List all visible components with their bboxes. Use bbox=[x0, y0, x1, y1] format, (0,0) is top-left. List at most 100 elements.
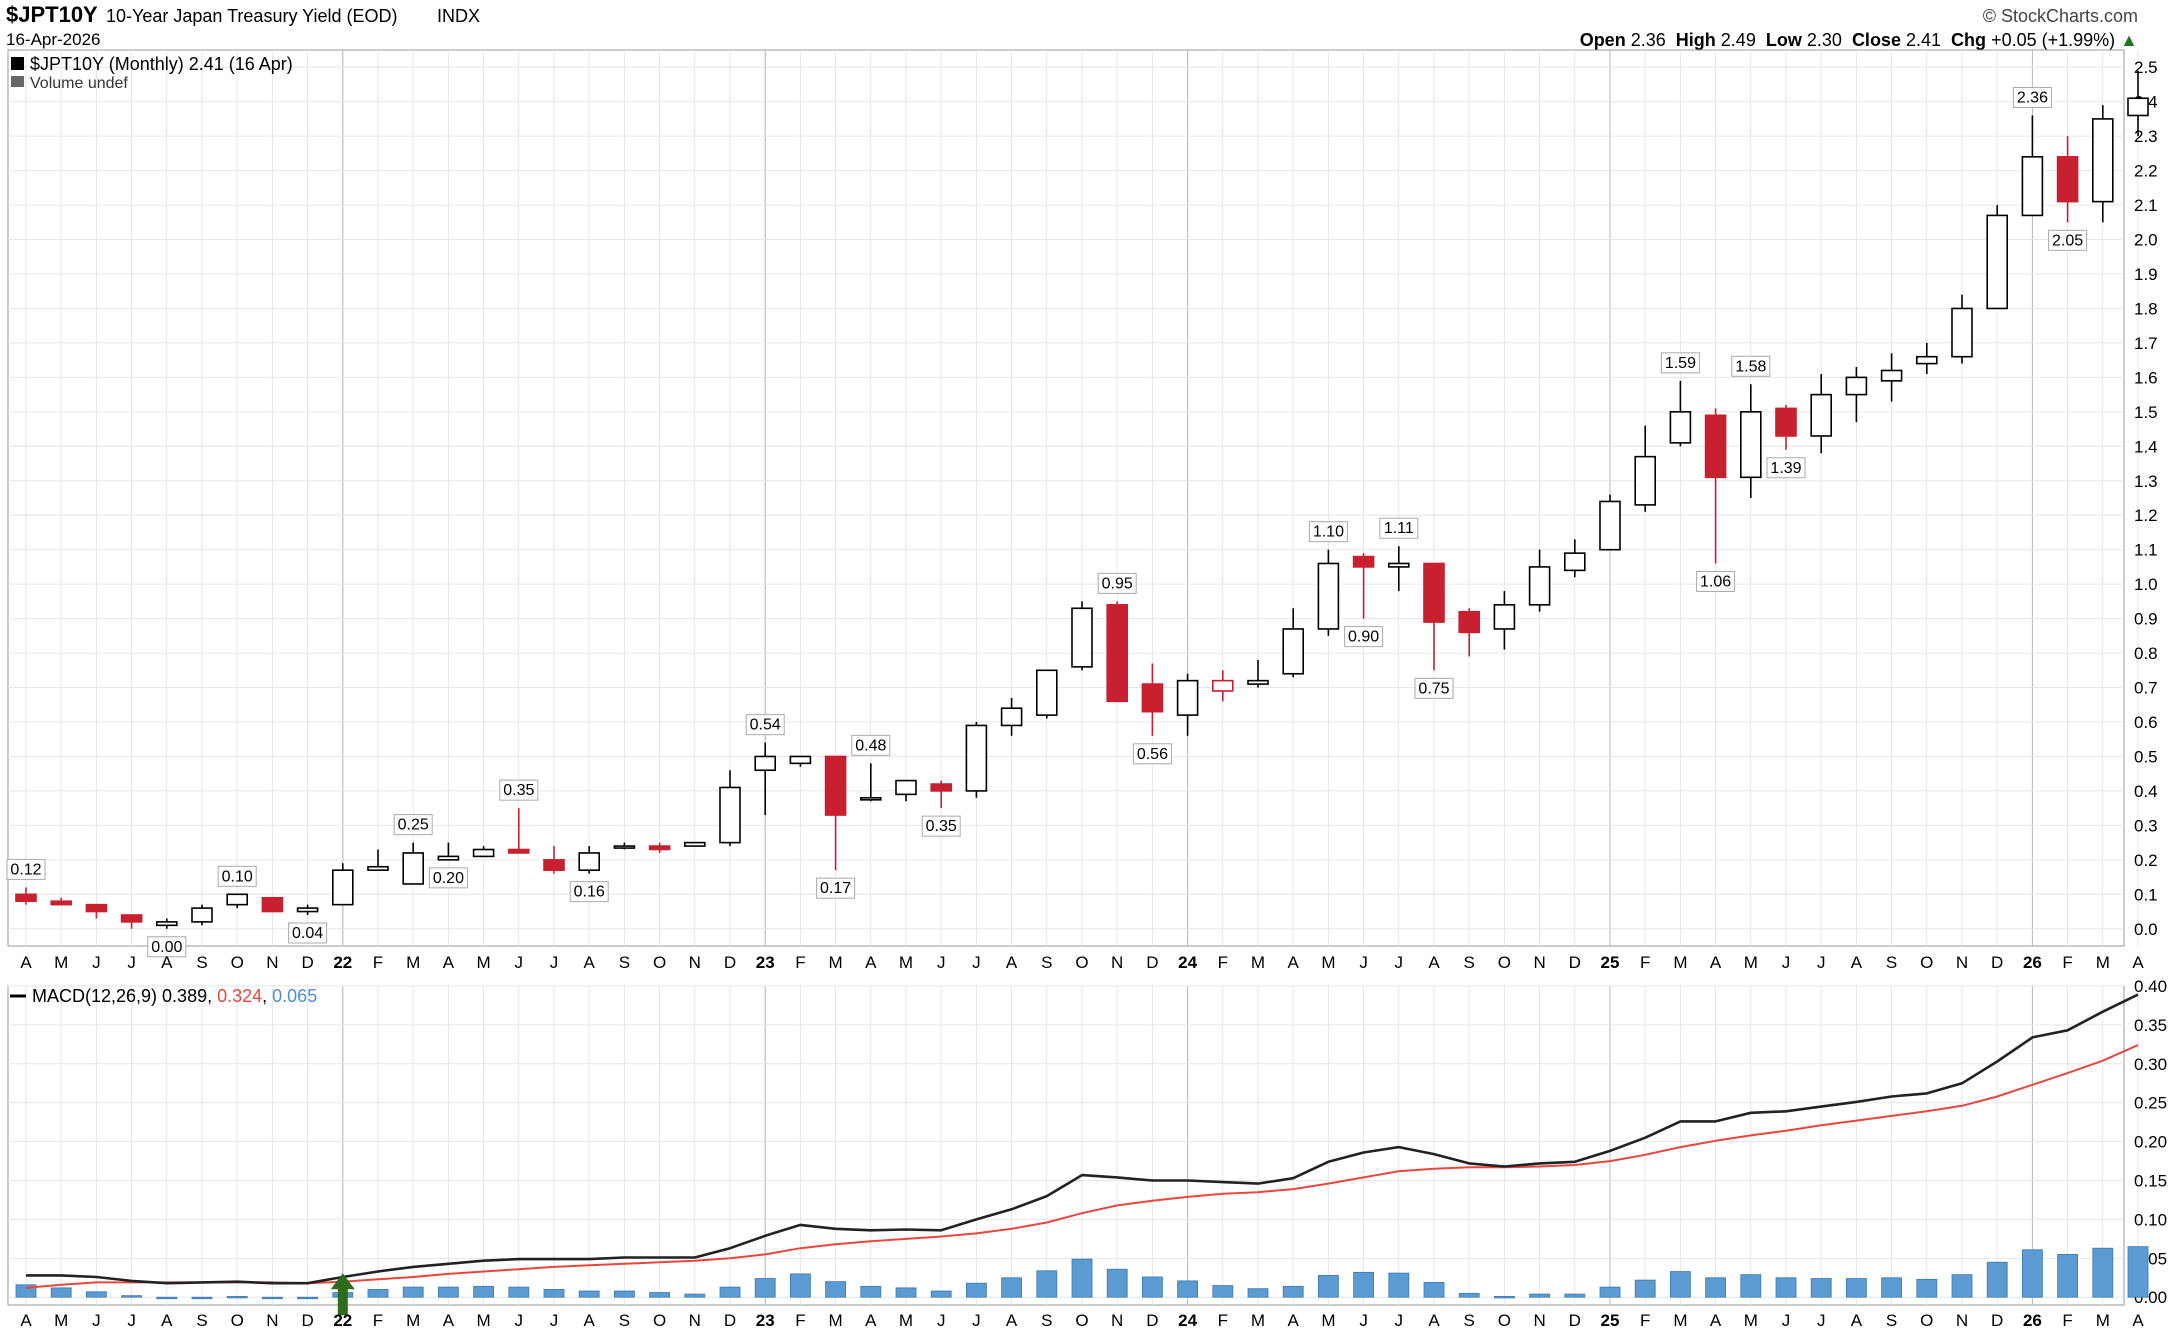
x-tick-label-bottom: A bbox=[1851, 1311, 1863, 1330]
x-tick-label: M bbox=[1744, 953, 1758, 972]
candle-body bbox=[1176, 679, 1199, 716]
x-tick-label: J bbox=[550, 953, 559, 972]
price-annotation-box bbox=[147, 936, 187, 958]
x-tick-label-bottom: O bbox=[653, 1311, 666, 1330]
candle-body bbox=[789, 755, 812, 765]
price-y-tick-label: 2.1 bbox=[2134, 196, 2158, 215]
macd-histogram-bar bbox=[1494, 1296, 1515, 1299]
macd-signal-line bbox=[25, 1044, 2139, 1289]
volume-legend: Volume undef bbox=[30, 75, 128, 92]
x-tick-label-bottom: M bbox=[2096, 1311, 2110, 1330]
macd-histogram-bar bbox=[367, 1289, 389, 1298]
chg-label: Chg bbox=[1951, 30, 1987, 50]
macd-histogram-bar bbox=[1247, 1288, 1269, 1298]
price-y-tick-label: 1.3 bbox=[2134, 472, 2158, 491]
price-annotation-box bbox=[393, 814, 433, 836]
x-tick-label: N bbox=[1956, 953, 1968, 972]
price-annotation-box bbox=[1414, 677, 1454, 699]
x-tick-label: A bbox=[1006, 953, 1018, 972]
candle-body bbox=[1880, 369, 1903, 382]
price-annotation-box bbox=[2012, 86, 2052, 108]
candle-icon bbox=[11, 57, 24, 70]
candle-body bbox=[2056, 156, 2079, 203]
price-y-tick-label: 2.0 bbox=[2134, 231, 2158, 250]
price-y-tick-label: 0.7 bbox=[2134, 679, 2158, 698]
candle-body bbox=[296, 907, 319, 913]
x-tick-label: F bbox=[1640, 953, 1650, 972]
macd-histogram-bar bbox=[1529, 1293, 1550, 1298]
x-tick-label-bottom: 22 bbox=[333, 1311, 352, 1330]
x-tick-label-bottom: 23 bbox=[756, 1311, 775, 1330]
price-plot-area bbox=[7, 49, 2125, 947]
x-tick-label: M bbox=[899, 953, 913, 972]
x-tick-label-bottom: J bbox=[1782, 1311, 1791, 1330]
price-annotation-box bbox=[851, 734, 891, 756]
candle-body bbox=[613, 845, 636, 849]
x-tick-label-bottom: S bbox=[1041, 1311, 1052, 1330]
price-annotation-box bbox=[2048, 229, 2088, 251]
x-tick-label-bottom: D bbox=[1991, 1311, 2003, 1330]
macd-histogram-bar bbox=[156, 1296, 178, 1300]
x-tick-label: J bbox=[127, 953, 136, 972]
x-tick-label: 22 bbox=[333, 953, 352, 972]
x-tick-label: S bbox=[196, 953, 207, 972]
candle-body bbox=[1212, 679, 1234, 692]
macd-histogram-bar bbox=[1564, 1293, 1586, 1298]
macd-histogram-bar bbox=[1810, 1278, 1832, 1298]
price-annotation-box bbox=[921, 815, 961, 837]
macd-histogram-bar bbox=[966, 1282, 987, 1298]
price-panel: 0.0 0.1 0.2 0.3 0.4 0.5 0.6 0.7 0.8 0.9 1.0 1.1 1.2 1… bbox=[6, 49, 2158, 958]
price-annotation-label: 1.06 bbox=[1700, 573, 1731, 590]
candle-body bbox=[1458, 610, 1480, 634]
macd-histogram-bar bbox=[719, 1286, 741, 1298]
x-tick-label: S bbox=[619, 953, 630, 972]
x-tick-label: D bbox=[1569, 953, 1581, 972]
macd-histogram-bar bbox=[261, 1296, 283, 1300]
price-annotation-label: 2.36 bbox=[2017, 89, 2048, 106]
x-tick-label: A bbox=[20, 953, 32, 972]
volume-icon bbox=[11, 76, 24, 87]
x-tick-label-bottom: A bbox=[865, 1311, 877, 1330]
x-tick-label: F bbox=[795, 953, 805, 972]
x-tick-label: A bbox=[584, 953, 596, 972]
macd-histogram-bar bbox=[1142, 1276, 1163, 1298]
candle-body bbox=[965, 724, 988, 792]
price-annotation-label: 0.17 bbox=[820, 880, 851, 897]
price-annotation-box bbox=[1097, 572, 1137, 594]
macd-histogram-bar bbox=[1916, 1278, 1938, 1298]
candle-body bbox=[191, 907, 213, 923]
price-y-tick-label: 0.5 bbox=[2134, 747, 2158, 766]
x-tick-label-bottom: A bbox=[2132, 1311, 2144, 1330]
x-tick-label-bottom: J bbox=[937, 1311, 946, 1330]
macd-histogram-bar bbox=[1353, 1271, 1374, 1298]
price-annotation-label: 0.95 bbox=[1102, 575, 1133, 592]
price-annotation-box bbox=[1132, 743, 1172, 765]
x-tick-label: S bbox=[1041, 953, 1052, 972]
x-tick-label: A bbox=[1288, 953, 1300, 972]
low-label: Low bbox=[1765, 30, 1802, 50]
x-tick-label-bottom: N bbox=[1956, 1311, 1968, 1330]
macd-legend: MACD(12,26,9) 0.389, 0.324, 0.065 bbox=[32, 986, 317, 1006]
x-tick-label-bottom: N bbox=[1533, 1311, 1545, 1330]
price-annotation-label: 1.10 bbox=[1313, 524, 1344, 541]
x-tick-label: O bbox=[1498, 953, 1511, 972]
candle-body bbox=[1775, 407, 1797, 437]
candle-body bbox=[930, 783, 953, 792]
macd-plot-area bbox=[7, 985, 2125, 1306]
macd-histogram-bar bbox=[1423, 1282, 1445, 1298]
macd-histogram-bar bbox=[1036, 1270, 1058, 1298]
x-tick-label: O bbox=[1075, 953, 1088, 972]
x-axis: A M J J A S O N D 22 F M A M J J A S O N D 23 F M A M J J A S O N D 24 F M A… bbox=[20, 953, 2144, 972]
macd-histogram-bar bbox=[754, 1278, 776, 1298]
x-tick-label: M bbox=[1321, 953, 1335, 972]
x-tick-label: O bbox=[231, 953, 244, 972]
candle-body bbox=[895, 779, 917, 796]
macd-histogram-bar bbox=[473, 1285, 495, 1298]
price-y-tick-label: 1.1 bbox=[2134, 541, 2158, 560]
x-tick-label: M bbox=[406, 953, 420, 972]
price-y-tick-label: 0.8 bbox=[2134, 644, 2158, 663]
price-y-tick-label: 0.2 bbox=[2134, 851, 2158, 870]
x-tick-label: J bbox=[972, 953, 981, 972]
candle-body bbox=[1106, 604, 1128, 703]
macd-histogram-bar bbox=[437, 1286, 459, 1298]
